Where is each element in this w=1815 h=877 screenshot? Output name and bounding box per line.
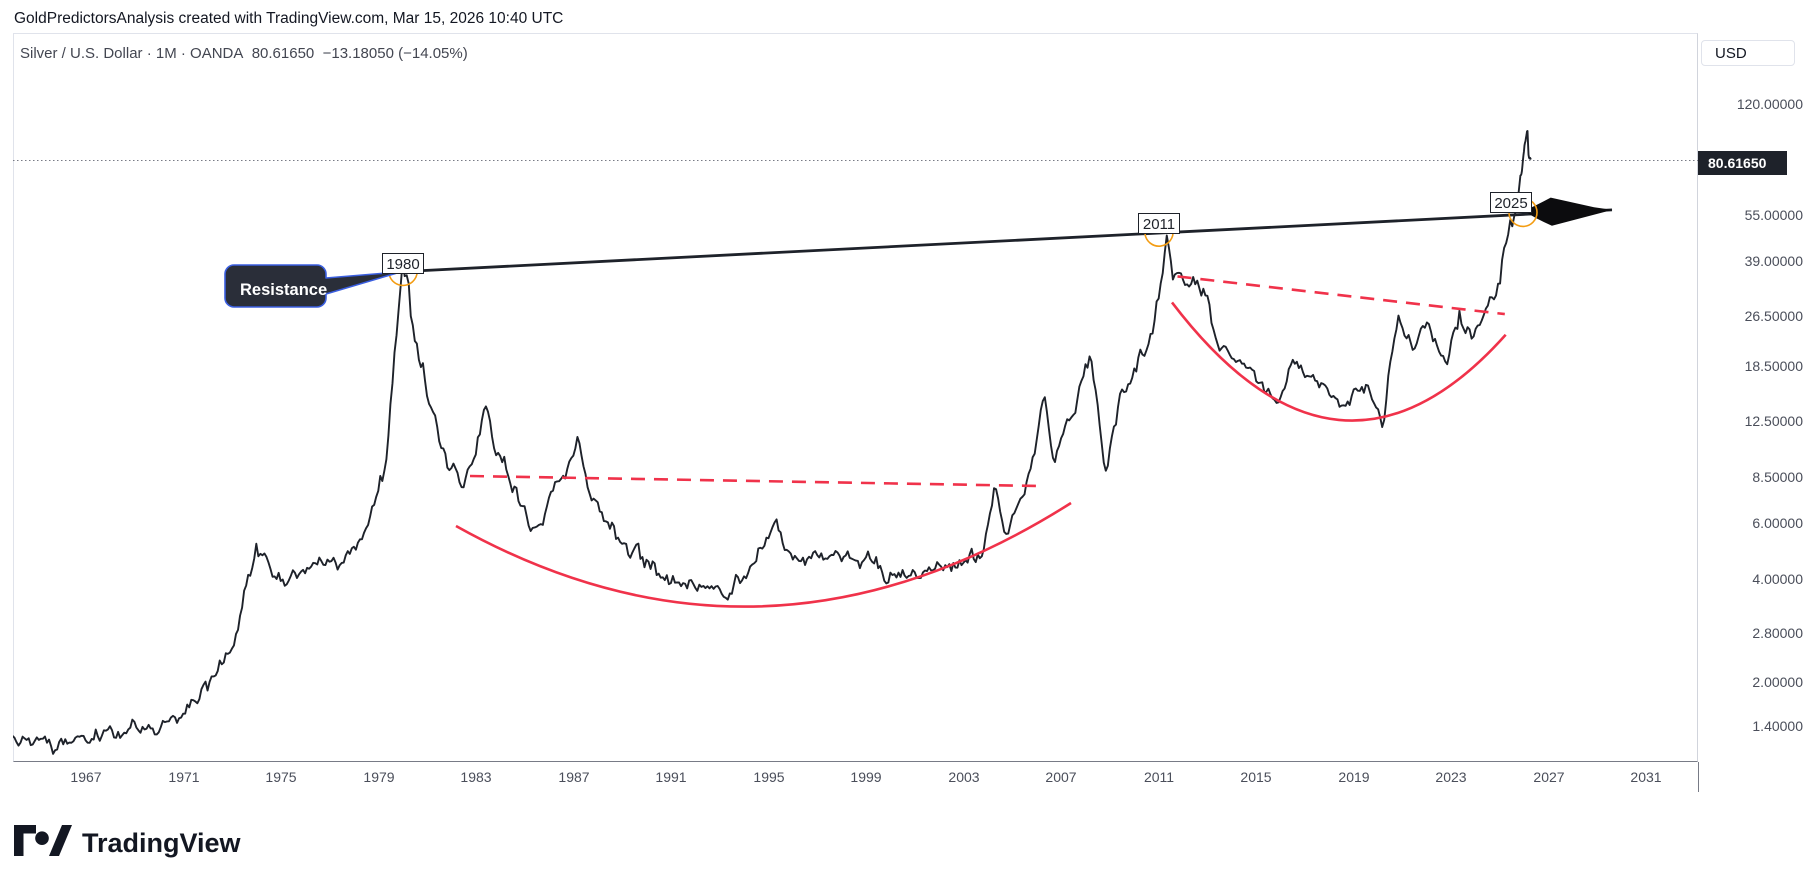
svg-text:Resistance: Resistance (240, 281, 327, 299)
svg-text:TradingView: TradingView (82, 828, 242, 858)
